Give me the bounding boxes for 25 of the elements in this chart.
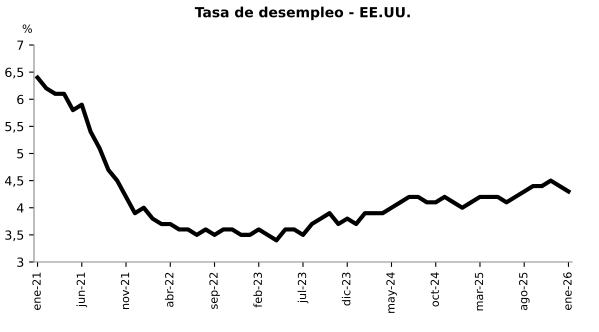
x-tick-label: sep-22 bbox=[209, 272, 220, 309]
y-tick-label: 3,5 bbox=[5, 230, 24, 242]
x-tick-label: nov-21 bbox=[120, 272, 130, 309]
x-tick-label: ene-21 bbox=[32, 272, 41, 310]
x-tick-label: ene-26 bbox=[563, 272, 572, 310]
x-tick-label: oct-24 bbox=[430, 272, 439, 307]
x-tick-label: abr-22 bbox=[164, 272, 174, 307]
y-tick-label: 7 bbox=[17, 40, 24, 50]
line-series bbox=[35, 75, 571, 242]
y-tick-label: 6 bbox=[17, 94, 24, 104]
x-tick-label: jul-23 bbox=[298, 272, 308, 304]
y-tick-label: 6,5 bbox=[5, 68, 24, 78]
x-tick-label: ago-25 bbox=[519, 272, 530, 310]
x-tick-label: jun-21 bbox=[76, 272, 88, 308]
y-tick-label: 4,5 bbox=[5, 176, 24, 187]
chart-title: Tasa de desempleo - EE.UU. bbox=[194, 6, 410, 20]
y-tick-label: 4 bbox=[16, 203, 24, 212]
y-tick-label: 5 bbox=[17, 149, 24, 158]
y-tick-label: 5,5 bbox=[5, 122, 24, 133]
x-tick-label: dic-23 bbox=[342, 272, 350, 306]
y-axis-title: % bbox=[22, 24, 32, 33]
y-tick-label: 3 bbox=[17, 257, 24, 267]
x-tick-label: feb-23 bbox=[253, 272, 262, 308]
x-tick-label: may-24 bbox=[386, 272, 397, 313]
x-tick-label: mar-25 bbox=[474, 272, 484, 310]
